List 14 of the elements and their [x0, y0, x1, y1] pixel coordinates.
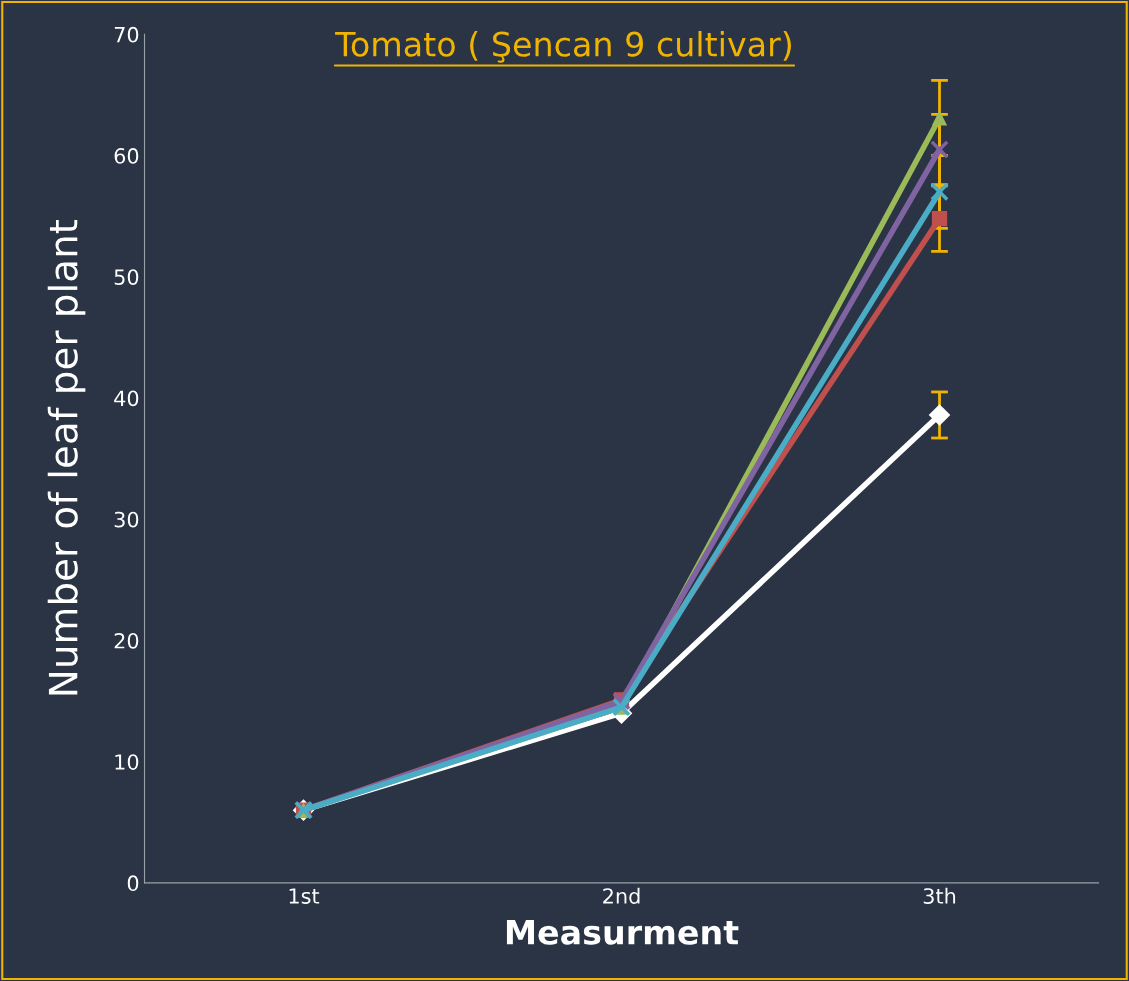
y-tick-label: 30 [114, 511, 139, 528]
y-tick-label: 40 [114, 390, 139, 407]
x-tick-label: 1st [289, 888, 320, 904]
y-tick-label: 0 [127, 875, 139, 892]
y-tick-label: 50 [114, 269, 139, 285]
x-tick-label: 2nd [603, 887, 640, 904]
y-tick-label: 70 [114, 26, 139, 43]
y-tick-label: 10 [115, 754, 139, 770]
y-axis-title: Number of leaf per plant [47, 219, 86, 695]
y-tick-label: 60 [114, 148, 139, 164]
chart-title: Tomato ( Şencan 9 cultivar) [335, 30, 791, 63]
x-axis-title: Measurment [506, 920, 739, 945]
x-tick-label: 3th [923, 887, 956, 904]
y-tick-label: 20 [114, 632, 139, 649]
